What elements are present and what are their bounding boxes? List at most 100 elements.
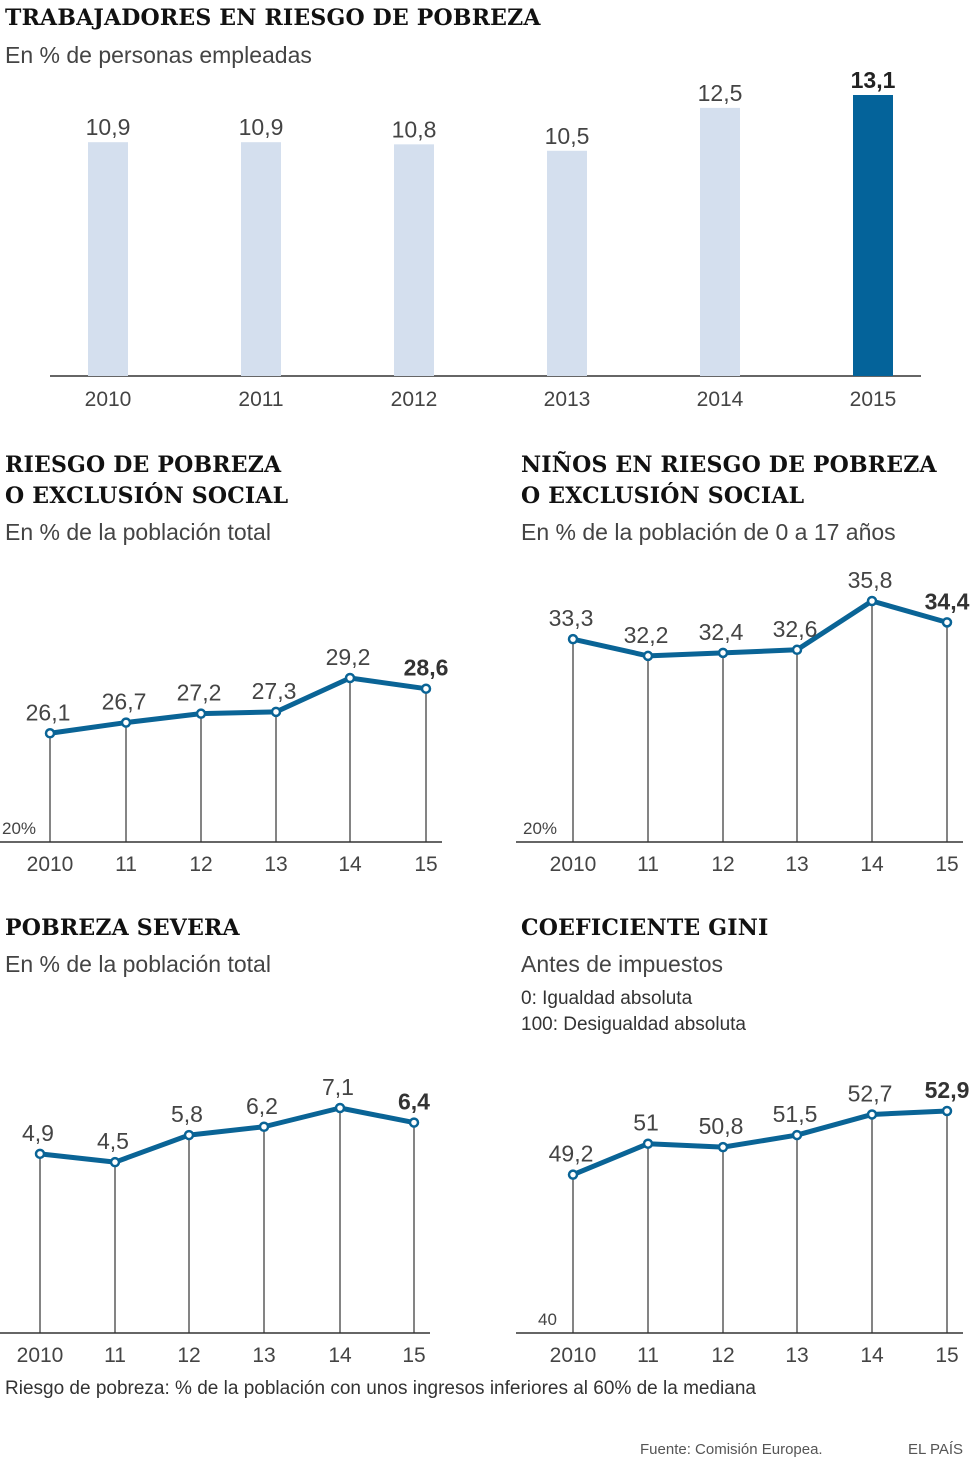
riesgo-value-label-14: 29,2	[326, 644, 371, 670]
riesgo-point-12	[195, 708, 207, 719]
riesgo-point-14	[344, 672, 356, 684]
ninos-point-13	[791, 644, 803, 656]
ninos-line-chart: 33,3 2010 32,2 11 32,4 12 32,6 13 35,8 14 34,4 15 20…	[516, 567, 970, 876]
bar-x-tick-2015: 2015	[850, 388, 897, 411]
bar-value-label-2012: 10,8	[392, 116, 437, 142]
severa-chart-title: POBREZA SEVERA	[5, 913, 240, 944]
severa-value-label-11: 4,5	[97, 1128, 129, 1154]
gini-value-label-2010: 49,2	[549, 1141, 594, 1167]
severa-x-tick-13: 13	[252, 1344, 275, 1367]
ninos-value-label-13: 32,6	[773, 616, 818, 642]
riesgo-point-13	[270, 706, 282, 718]
gini-value-label-12: 50,8	[699, 1113, 744, 1139]
gini-point-2010	[567, 1169, 579, 1180]
bar-2011	[241, 142, 281, 376]
bar-2010	[88, 142, 128, 376]
ninos-x-tick-15: 15	[935, 853, 958, 876]
severa-point-11	[109, 1156, 121, 1168]
severa-value-label-13: 6,2	[246, 1093, 278, 1119]
ninos-point-2010	[567, 633, 579, 645]
source-credit: Fuente: Comisión Europea.	[640, 1441, 823, 1458]
bar-x-tick-2012: 2012	[391, 388, 438, 411]
severa-x-tick-2010: 2010	[17, 1344, 64, 1367]
ninos-point-15	[941, 617, 953, 628]
gini-note-2: 100: Desigualdad absoluta	[521, 1014, 747, 1035]
gini-series-line	[570, 1108, 950, 1178]
ninos-title-line-1: NIÑOS EN RIESGO DE POBREZA	[521, 452, 937, 478]
ninos-baseline-label: 20%	[523, 819, 557, 838]
severa-x-tick-11: 11	[104, 1344, 126, 1367]
severa-value-label-2010: 4,9	[22, 1120, 54, 1146]
severa-line-chart: 4,9 2010 4,5 11 5,8 12 6,2 13 7,1 14 6,4 15	[0, 1074, 430, 1367]
severa-x-tick-15: 15	[402, 1344, 425, 1367]
severa-value-label-12: 5,8	[171, 1101, 203, 1127]
ninos-chart-subtitle: En % de la población de 0 a 17 años	[521, 519, 896, 545]
bar-value-label-2014: 12,5	[698, 80, 743, 106]
bar-2014	[700, 107, 740, 376]
ninos-value-label-12: 32,4	[699, 619, 744, 645]
gini-value-label-15: 52,9	[925, 1077, 970, 1103]
ninos-x-tick-12: 12	[711, 853, 734, 876]
riesgo-title-line-2: O EXCLUSIÓN SOCIAL	[5, 483, 289, 509]
bar-x-tick-2011: 2011	[238, 388, 283, 411]
riesgo-chart-subtitle: En % de la población total	[5, 519, 271, 545]
ninos-x-tick-13: 13	[785, 853, 808, 876]
gini-chart-subtitle: Antes de impuestos	[521, 951, 724, 977]
riesgo-x-tick-2010: 2010	[27, 853, 74, 876]
gini-value-label-13: 51,5	[773, 1101, 818, 1127]
bar-value-label-2015: 13,1	[851, 67, 896, 93]
severa-point-2010	[34, 1148, 46, 1160]
ninos-x-tick-11: 11	[637, 853, 659, 876]
ninos-x-tick-2010: 2010	[550, 853, 597, 876]
ninos-value-label-14: 35,8	[848, 567, 893, 593]
bar-x-tick-2010: 2010	[85, 388, 132, 411]
gini-point-13	[791, 1129, 803, 1141]
bar-x-tick-2014: 2014	[697, 388, 744, 411]
riesgo-value-label-11: 26,7	[102, 689, 147, 715]
brand-credit: EL PAÍS	[908, 1441, 964, 1458]
bar-2012	[394, 144, 434, 376]
gini-line-chart: 49,2 2010 51 11 50,8 12 51,5 13 52,7 14 52,9 15 40	[516, 1077, 969, 1367]
riesgo-value-label-2010: 26,1	[26, 699, 71, 725]
severa-value-label-14: 7,1	[322, 1074, 354, 1100]
gini-note-1: 0: Igualdad absoluta	[521, 988, 693, 1009]
bar-2015	[853, 95, 893, 376]
gini-title-line-1: COEFICIENTE GINI	[521, 915, 769, 941]
severa-x-tick-12: 12	[177, 1344, 200, 1367]
riesgo-value-label-13: 27,3	[252, 678, 297, 704]
ninos-point-14	[866, 595, 878, 607]
riesgo-x-tick-12: 12	[189, 853, 212, 876]
ninos-title-line-2: O EXCLUSIÓN SOCIAL	[521, 483, 805, 509]
riesgo-value-label-12: 27,2	[177, 680, 222, 706]
riesgo-point-11	[120, 717, 132, 728]
severa-point-15	[408, 1117, 420, 1128]
riesgo-point-2010	[44, 728, 56, 739]
severa-point-14	[334, 1102, 346, 1114]
workers-chart-title: TRABAJADORES EN RIESGO DE POBREZA	[5, 5, 541, 31]
severa-title-line-1: POBREZA SEVERA	[5, 915, 240, 941]
riesgo-chart-title: RIESGO DE POBREZA O EXCLUSIÓN SOCIAL	[5, 450, 288, 512]
bar-value-label-2010: 10,9	[86, 114, 131, 140]
severa-point-13	[258, 1121, 270, 1132]
riesgo-x-tick-13: 13	[264, 853, 287, 876]
riesgo-point-15	[420, 683, 432, 694]
gini-baseline-label: 40	[538, 1310, 557, 1329]
ninos-point-11	[642, 650, 654, 662]
riesgo-line-chart: 26,1 2010 26,7 11 27,2 12 27,3 13 29,2 14 28,6 15 20…	[0, 644, 448, 876]
gini-point-11	[642, 1138, 654, 1149]
ninos-value-label-11: 32,2	[624, 622, 669, 648]
gini-notes: 0: Igualdad absoluta 100: Desigualdad ab…	[521, 986, 746, 1038]
riesgo-x-tick-15: 15	[414, 853, 437, 876]
ninos-chart-title: NIÑOS EN RIESGO DE POBREZA O EXCLUSIÓN S…	[521, 450, 937, 512]
bar-2013	[547, 150, 587, 376]
gini-x-tick-13: 13	[785, 1344, 808, 1367]
gini-x-tick-2010: 2010	[550, 1344, 597, 1367]
bar-value-label-2011: 10,9	[239, 114, 284, 140]
riesgo-x-tick-14: 14	[338, 853, 362, 876]
gini-point-12	[717, 1141, 729, 1153]
gini-point-14	[866, 1109, 878, 1120]
severa-x-tick-14: 14	[328, 1344, 352, 1367]
severa-series-line	[37, 1105, 417, 1165]
